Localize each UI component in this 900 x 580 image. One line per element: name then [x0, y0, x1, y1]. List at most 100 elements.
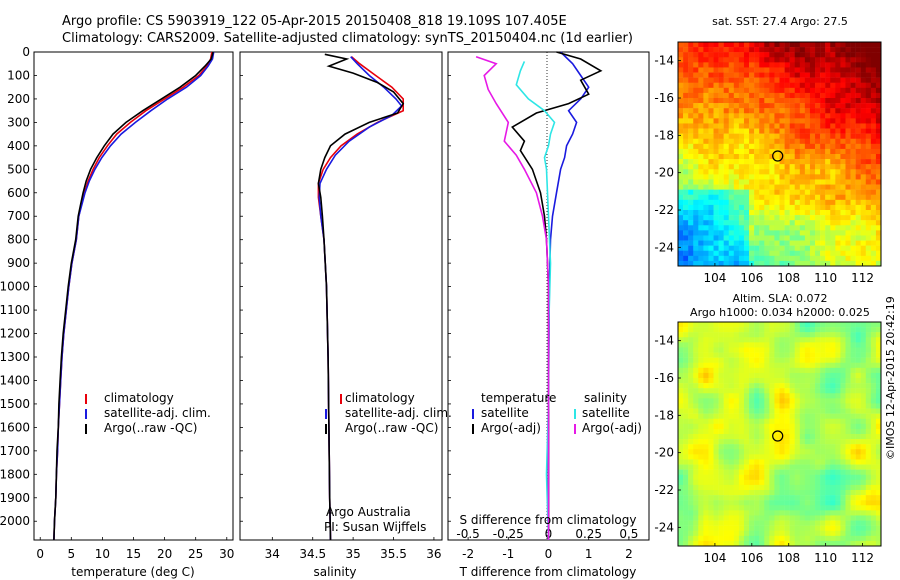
heatmap-cell — [688, 113, 694, 119]
heatmap-cell — [754, 535, 760, 542]
heatmap-cell — [713, 113, 719, 119]
heatmap-cell — [693, 57, 699, 63]
heatmap-cell — [708, 72, 714, 78]
heatmap-cell — [723, 128, 730, 134]
heatmap-cell — [678, 337, 684, 343]
heatmap-cell — [764, 123, 770, 129]
heatmap-cell — [693, 164, 699, 170]
heatmap-cell — [860, 184, 867, 190]
heatmap-cell — [683, 357, 689, 363]
heatmap-cell — [789, 159, 795, 165]
heatmap-cell — [743, 423, 750, 430]
heatmap-cell — [774, 332, 780, 338]
heatmap-cell — [835, 87, 841, 94]
heatmap-cell — [698, 67, 704, 73]
heatmap-cell — [743, 210, 750, 216]
heatmap-cell — [840, 515, 846, 521]
heatmap-cell — [718, 444, 724, 450]
heatmap-cell — [703, 464, 709, 470]
heatmap-cell — [708, 215, 714, 221]
heatmap-cell — [794, 255, 801, 262]
heatmap-cell — [723, 62, 730, 68]
heatmap-cell — [769, 322, 775, 328]
heatmap-cell — [688, 225, 694, 231]
heatmap-cell — [749, 215, 755, 221]
heatmap-cell — [703, 520, 709, 526]
heatmap-cell — [804, 57, 811, 63]
heatmap-cell — [728, 194, 735, 201]
heatmap-cell — [713, 174, 719, 180]
heatmap-cell — [718, 357, 724, 363]
heatmap-cell — [754, 495, 760, 501]
heatmap-cell — [815, 393, 821, 399]
heatmap-cell — [698, 347, 704, 353]
heatmap-cell — [815, 484, 821, 491]
heatmap-cell — [835, 92, 841, 99]
heatmap-cell — [840, 362, 846, 369]
sla-map-title-1: Altim. SLA: 0.072 — [732, 292, 827, 305]
heatmap-cell — [809, 215, 816, 221]
heatmap-cell — [708, 378, 714, 384]
heatmap-cell — [789, 515, 795, 521]
heatmap-cell — [820, 210, 826, 216]
heatmap-cell — [840, 72, 846, 78]
heatmap-cell — [815, 108, 821, 114]
heatmap-cell — [794, 322, 801, 328]
heatmap-cell — [688, 240, 694, 246]
heatmap-cell — [779, 199, 785, 206]
heatmap-cell — [809, 322, 816, 328]
heatmap-cell — [840, 255, 846, 262]
heatmap-cell — [713, 540, 719, 546]
heatmap-cell — [698, 342, 704, 348]
heatmap-cell — [774, 322, 780, 328]
heatmap-cell — [794, 327, 801, 333]
heatmap-cell — [794, 352, 801, 358]
heatmap-cell — [723, 413, 730, 419]
heatmap-cell — [830, 495, 836, 501]
heatmap-cell — [825, 372, 831, 379]
sst-heatmap — [678, 42, 881, 266]
heatmap-cell — [708, 367, 714, 374]
heatmap-cell — [733, 540, 740, 546]
heatmap-cell — [825, 530, 831, 537]
heatmap-cell — [825, 220, 831, 226]
heatmap-cell — [830, 42, 836, 48]
heatmap-cell — [738, 260, 745, 266]
heatmap-cell — [738, 225, 745, 231]
heatmap-cell — [723, 388, 730, 394]
heatmap-cell — [789, 164, 795, 170]
heatmap-cell — [754, 398, 760, 404]
heatmap-cell — [875, 240, 881, 246]
heatmap-cell — [769, 515, 775, 521]
heatmap-cell — [738, 103, 745, 109]
heatmap-cell — [830, 515, 836, 521]
heatmap-cell — [784, 398, 790, 404]
heatmap-cell — [718, 327, 724, 333]
heatmap-cell — [769, 159, 775, 165]
heatmap-cell — [708, 82, 714, 89]
heatmap-cell — [733, 474, 740, 481]
heatmap-cell — [723, 87, 730, 94]
heatmap-cell — [683, 393, 689, 399]
heatmap-cell — [815, 439, 821, 445]
heatmap-cell — [703, 199, 709, 206]
heatmap-cell — [865, 77, 872, 83]
heatmap-cell — [784, 393, 790, 399]
heatmap-cell — [733, 199, 740, 206]
heatmap-cell — [743, 82, 750, 89]
heatmap-cell — [708, 530, 714, 537]
heatmap-cell — [728, 42, 735, 48]
heatmap-cell — [794, 72, 801, 78]
heatmap-cell — [809, 255, 816, 262]
heatmap-cell — [733, 98, 740, 104]
heatmap-cell — [784, 408, 790, 414]
heatmap-cell — [693, 113, 699, 119]
heatmap-cell — [789, 322, 795, 328]
heatmap-cell — [835, 184, 841, 190]
heatmap-cell — [875, 174, 881, 180]
heatmap-cell — [855, 245, 861, 251]
heatmap-cell — [789, 337, 795, 343]
heatmap-cell — [749, 408, 755, 414]
heatmap-cell — [860, 337, 867, 343]
heatmap-cell — [840, 378, 846, 384]
